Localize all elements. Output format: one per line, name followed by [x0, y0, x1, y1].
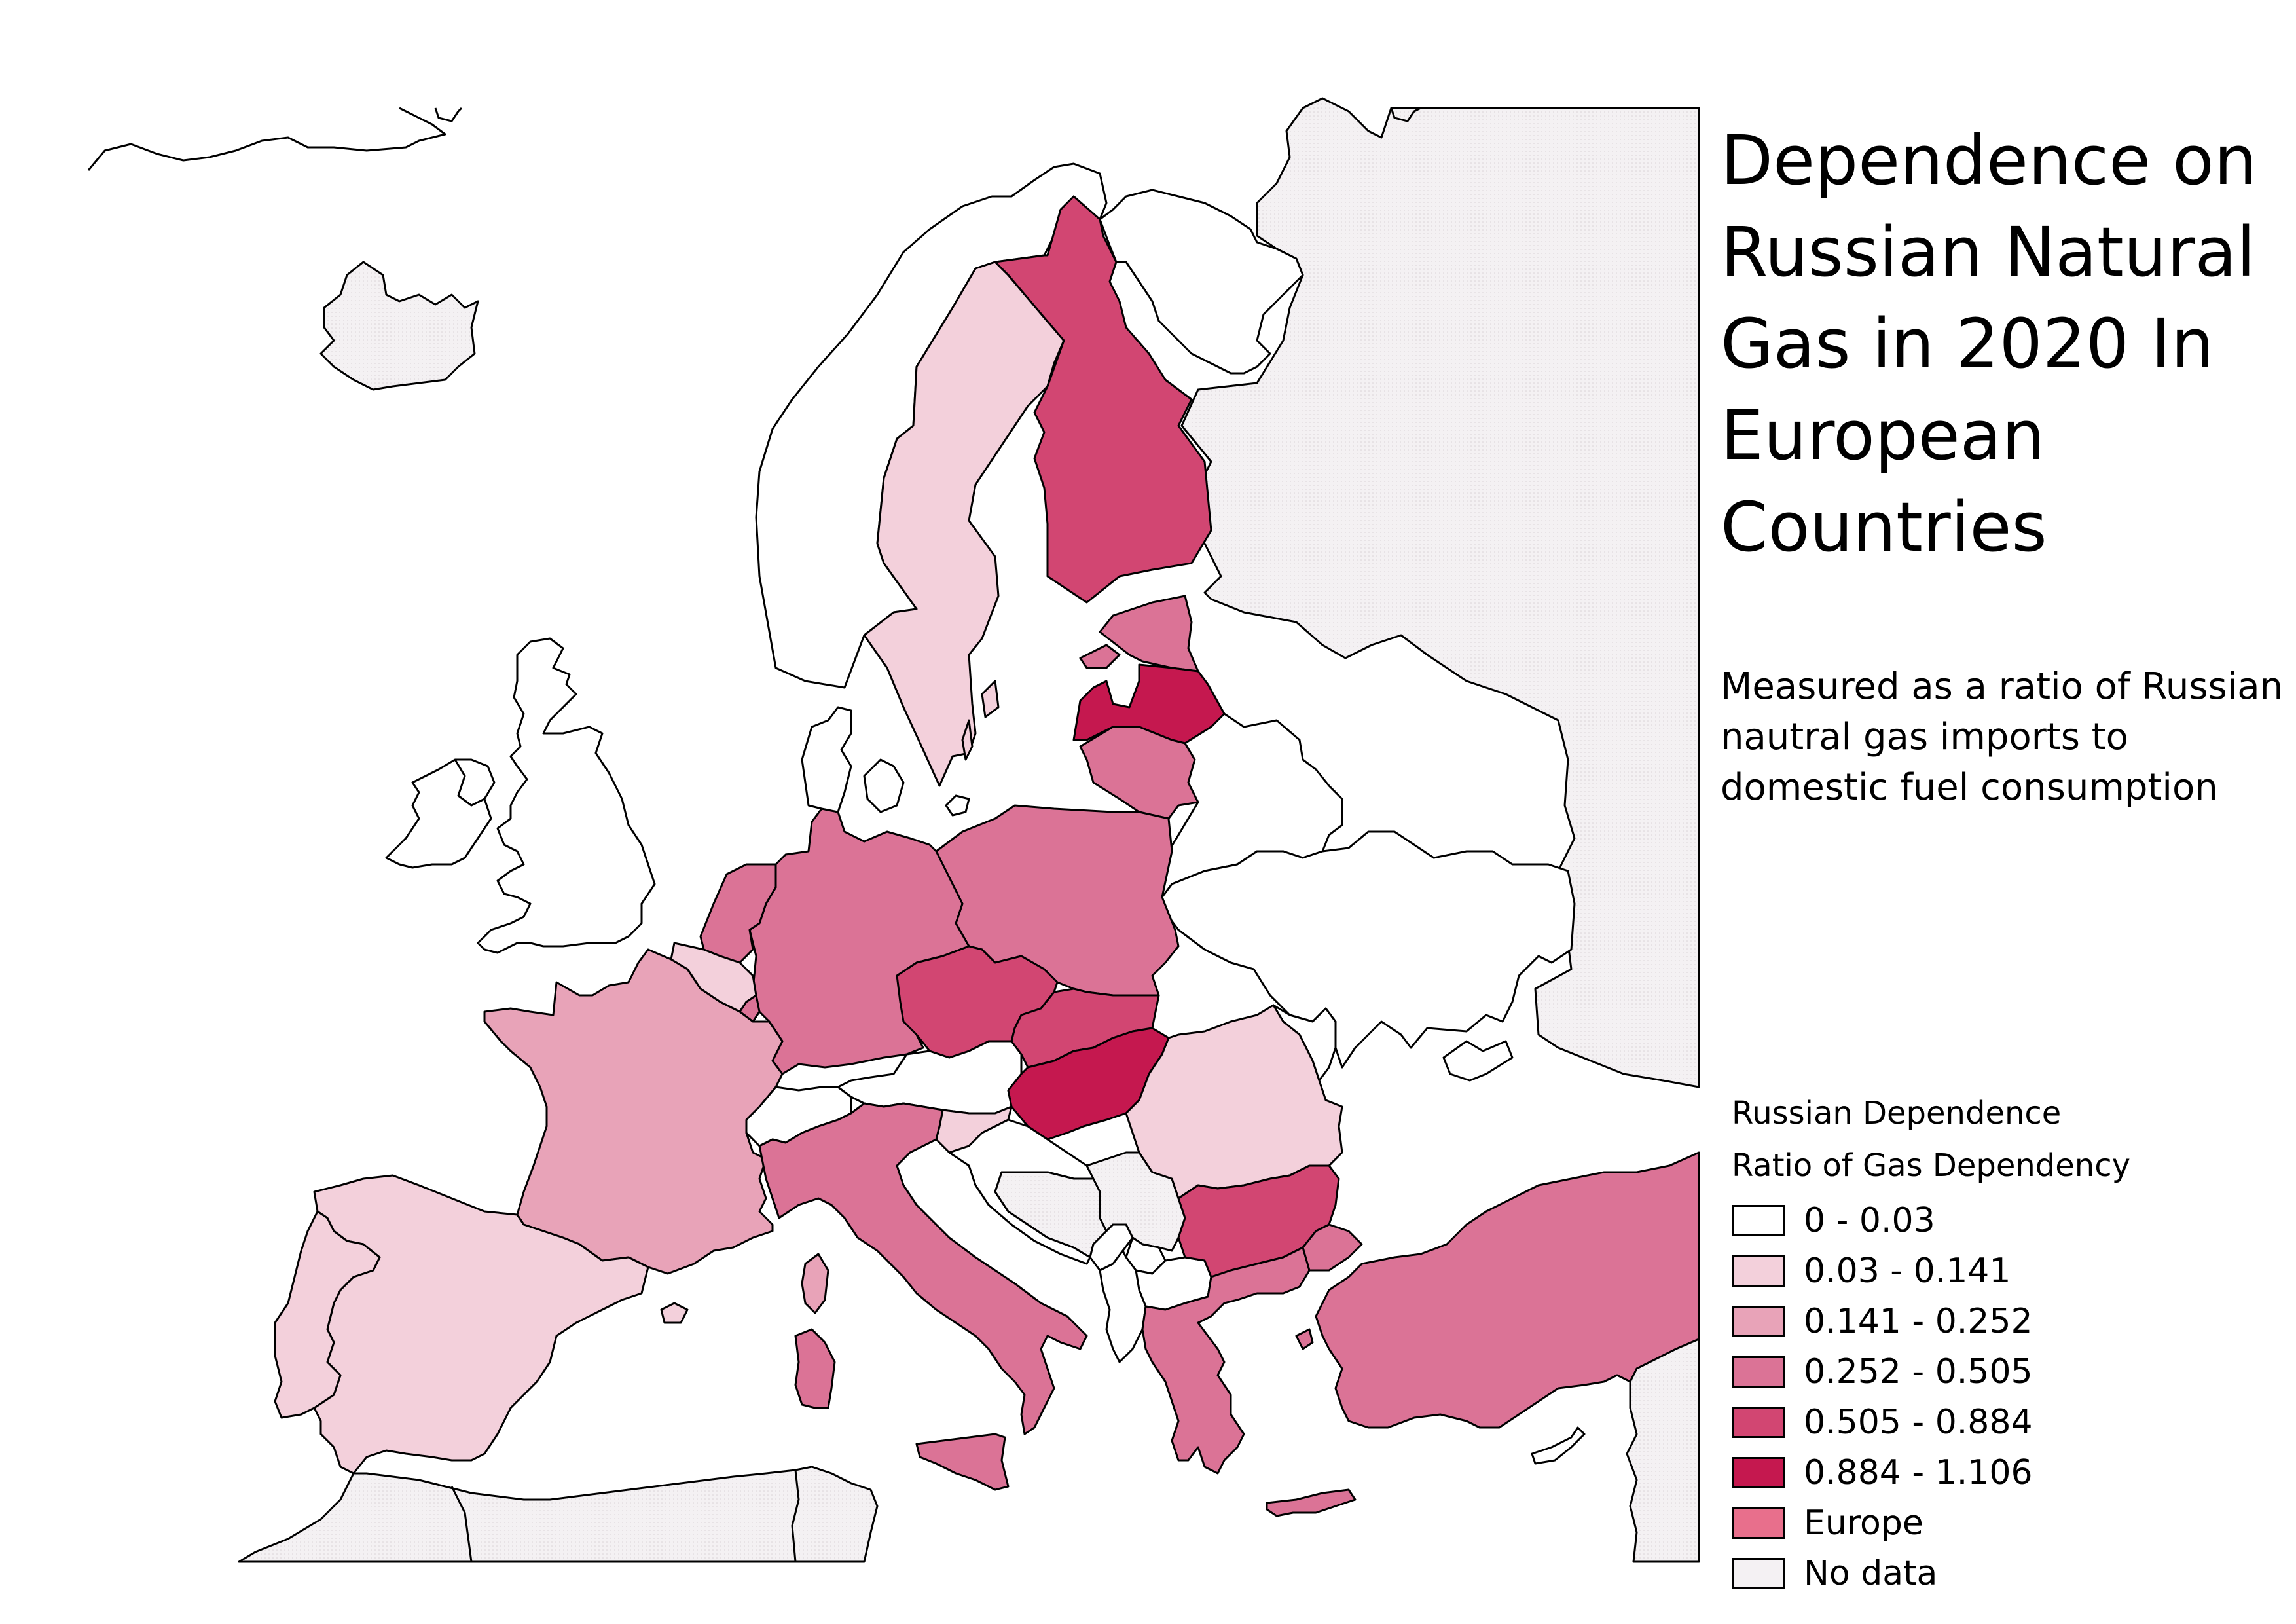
country-united-kingdom — [477, 637, 656, 954]
legend-subtitle: Ratio of Gas Dependency — [1732, 1147, 2131, 1184]
country-greece — [1141, 1246, 1311, 1475]
island-sardinia — [794, 1328, 836, 1409]
legend-swatch — [1732, 1457, 1785, 1488]
legend-item-0.505-0.884: 0.505 - 0.884 — [1732, 1400, 2190, 1450]
legend-label: 0.141 - 0.252 — [1804, 1302, 2033, 1341]
country-portugal — [274, 1210, 381, 1419]
legend: Russian Dependence Ratio of Gas Dependen… — [1732, 1087, 2190, 1602]
country-iceland — [319, 261, 479, 391]
country-russia — [1180, 97, 1700, 1088]
legend-item-0.03-0.141: 0.03 - 0.141 — [1732, 1249, 2190, 1299]
island-sicily — [915, 1433, 1010, 1491]
country-turkey-thrace — [1302, 1223, 1363, 1272]
map-title: Dependence on Russian Natural Gas in 202… — [1721, 120, 2257, 567]
legend-swatch — [1732, 1407, 1785, 1438]
legend-label: No data — [1804, 1554, 1938, 1593]
legend-swatch — [1732, 1356, 1785, 1388]
country-germany — [748, 807, 970, 1075]
island-crete — [1266, 1488, 1357, 1517]
legend-item-europe: Europe — [1732, 1501, 2190, 1551]
map-subtitle: Measured as a ratio of Russian nautral g… — [1721, 665, 2284, 809]
legend-swatch — [1732, 1507, 1785, 1539]
country-sweden — [863, 261, 1065, 787]
legend-label: 0.884 - 1.106 — [1804, 1453, 2033, 1492]
country-italy — [758, 1102, 1088, 1435]
country-estonia — [1099, 595, 1199, 673]
island-oland — [961, 719, 974, 761]
region-greenland-tip — [434, 107, 463, 122]
island-corsica — [801, 1253, 829, 1314]
region-middle-east — [1626, 1338, 1700, 1563]
region-greenland — [87, 107, 446, 171]
region-north-africa — [238, 1466, 879, 1563]
legend-item-0.252-0.505: 0.252 - 0.505 — [1732, 1350, 2190, 1400]
island-lesbos — [1295, 1328, 1314, 1350]
island-mallorca — [660, 1302, 689, 1324]
legend-label: 0 - 0.03 — [1804, 1201, 1935, 1240]
legend-item-0.141-0.252: 0.141 - 0.252 — [1732, 1299, 2190, 1350]
country-denmark-islands — [863, 758, 905, 813]
region-crimea — [1442, 1040, 1514, 1082]
region-svalbard — [1390, 107, 1421, 122]
island-gotland — [981, 680, 1000, 718]
legend-title: Russian Dependence — [1732, 1095, 2062, 1132]
legend-swatch — [1732, 1205, 1785, 1236]
legend-item-0-0.03: 0 - 0.03 — [1732, 1198, 2190, 1249]
legend-label: Europe — [1804, 1504, 1923, 1543]
legend-item-0.884-1.106: 0.884 - 1.106 — [1732, 1450, 2190, 1501]
legend-label: 0.03 - 0.141 — [1804, 1251, 2011, 1291]
legend-label: 0.505 - 0.884 — [1804, 1403, 2033, 1442]
country-ireland — [385, 758, 496, 869]
island-saaremaa — [1079, 644, 1121, 669]
legend-item-no-data: No data — [1732, 1551, 2190, 1602]
border-algeria-tunisia — [791, 1469, 800, 1562]
legend-swatch — [1732, 1306, 1785, 1337]
legend-label: 0.252 - 0.505 — [1804, 1352, 2033, 1392]
country-cyprus — [1531, 1426, 1586, 1465]
border-morocco-algeria — [450, 1486, 473, 1562]
country-denmark — [801, 706, 852, 813]
legend-swatch — [1732, 1558, 1785, 1589]
island-bornholm — [945, 794, 970, 817]
legend-swatch — [1732, 1255, 1785, 1287]
region-kola-coast — [1099, 189, 1304, 375]
border-northern-ireland — [454, 759, 485, 807]
